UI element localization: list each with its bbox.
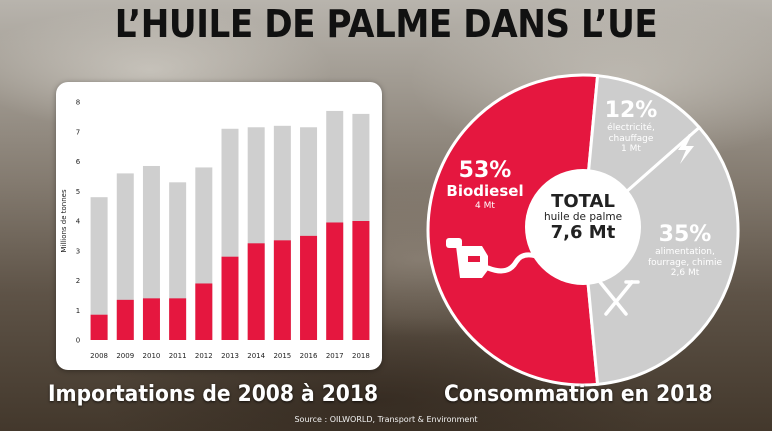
x-tick-label: 2008: [90, 352, 108, 360]
bar-chart-panel: Millions de tonnes 0 1 2 3 4 5 6 7 8 2008 2009 2010…: [56, 82, 382, 370]
slice-percent: 53%: [458, 158, 512, 183]
x-tick-label: 2012: [195, 352, 213, 360]
y-tick-label: 1: [76, 307, 80, 315]
pie-chart-caption: Consommation en 2018: [444, 382, 713, 407]
bar-highlight-2018: [352, 221, 370, 340]
pie-slice-0: [426, 73, 600, 387]
x-tick-label: 2014: [247, 352, 265, 360]
x-tick-label: 2017: [326, 352, 344, 360]
y-axis-label: Millions de tonnes: [60, 189, 68, 253]
x-tick-label: 2015: [273, 352, 291, 360]
x-tick-label: 2016: [300, 352, 318, 360]
slice-label-biodiesel: 53% Biodiesel 4 Mt: [430, 158, 540, 211]
bar-highlight-2013: [221, 256, 239, 340]
slice-amount: 1 Mt: [621, 143, 641, 154]
page-title: L’HUILE DE PALME DANS L’UE: [114, 2, 658, 46]
bar-highlight-2014: [247, 243, 265, 340]
x-tick-label: 2010: [143, 352, 161, 360]
pie-chart: [426, 73, 740, 387]
slice-amount: 4 Mt: [475, 200, 495, 211]
pie-center-circle: [525, 169, 641, 285]
slice-name: Biodiesel: [446, 182, 524, 201]
slice-label-food: 35% alimentation, fourrage, chimie 2,6 M…: [642, 222, 728, 278]
slice-name: électricité, chauffage: [607, 123, 655, 144]
pie-center-total: TOTAL huile de palme 7,6 Mt: [526, 192, 640, 243]
slice-name: alimentation, fourrage, chimie: [647, 247, 723, 268]
y-tick-label: 0: [76, 337, 80, 345]
x-tick-label: 2013: [221, 352, 239, 360]
bar-highlight-2015: [273, 240, 291, 340]
slice-percent: 12%: [604, 98, 658, 123]
y-tick-label: 4: [76, 218, 81, 226]
x-tick-label: 2009: [116, 352, 134, 360]
slice-percent: 35%: [658, 222, 712, 247]
bar-highlight-2017: [326, 222, 344, 340]
bar-highlight-2016: [300, 235, 318, 340]
fork-knife-icon: [598, 280, 640, 316]
y-tick-label: 7: [76, 128, 80, 136]
total-value: 7,6 Mt: [550, 222, 616, 244]
bar-chart: Millions de tonnes 0 1 2 3 4 5 6 7 8 2008 2009 2010…: [60, 99, 370, 361]
bar-total-2008: [90, 197, 108, 340]
x-tick-label: 2011: [169, 352, 187, 360]
bar-total-2009: [116, 173, 134, 340]
bar-highlight-2008: [90, 314, 108, 340]
pie-slice-2: [581, 125, 740, 386]
source-note: Source : OILWORLD, Transport & Environme…: [294, 415, 478, 424]
bar-highlight-2011: [169, 298, 187, 340]
y-tick-label: 6: [76, 158, 81, 166]
x-tick-label: 2018: [352, 352, 370, 360]
total-subtitle: huile de palme: [543, 210, 623, 223]
bar-highlight-2012: [195, 283, 213, 340]
slice-label-electricity: 12% électricité, chauffage 1 Mt: [588, 98, 674, 154]
fuel-nozzle-icon: [446, 238, 539, 278]
lightning-icon: [678, 134, 694, 164]
bar-highlight-2010: [142, 298, 160, 340]
y-tick-label: 2: [76, 277, 80, 285]
slice-amount: 2,6 Mt: [670, 267, 700, 278]
total-title: TOTAL: [551, 191, 615, 212]
bar-total-2010: [142, 165, 160, 340]
y-tick-label: 8: [76, 99, 80, 107]
bar-chart-caption: Importations de 2008 à 2018: [48, 382, 379, 407]
pie-chart-panel: 53% Biodiesel 4 Mt 12% électricité, chau…: [416, 70, 762, 390]
y-tick-label: 5: [76, 188, 80, 196]
bar-highlight-2009: [116, 299, 134, 340]
y-tick-label: 3: [76, 247, 80, 255]
